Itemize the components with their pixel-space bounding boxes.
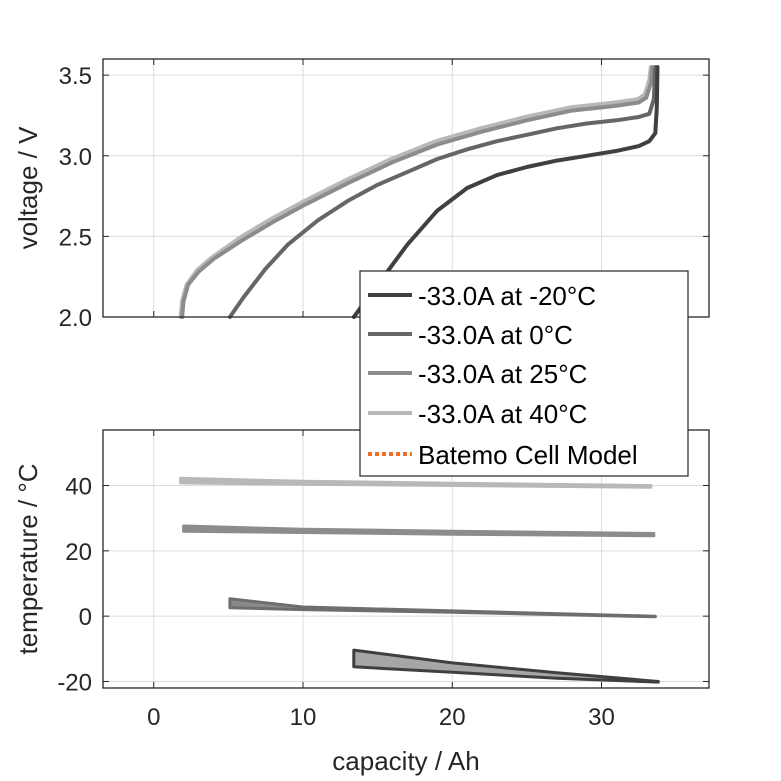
- temperature-series-band: [179, 476, 653, 489]
- legend-entry: -33.0A at -20°C: [368, 281, 596, 311]
- temperature-axes: 0 10 20 30 -20 0 20 40 temperature / °C capacit…: [13, 429, 710, 776]
- legend-label: -33.0A at -20°C: [418, 281, 596, 311]
- voltage-series: [178, 65, 660, 319]
- temperature-series: [179, 476, 660, 684]
- capacity-xlabel: capacity / Ah: [332, 746, 479, 776]
- legend-box: [359, 270, 689, 477]
- legend-label: Batemo Cell Model: [418, 440, 638, 470]
- temperature-series-band: [228, 597, 657, 619]
- y-tick-label: 3.0: [59, 144, 92, 171]
- legend-entry: -33.0A at 40°C: [368, 399, 587, 429]
- x-tick-label: 10: [290, 704, 317, 731]
- temperature-ticks: 0 10 20 30 -20 0 20 40: [57, 430, 709, 731]
- legend-entry: -33.0A at 0°C: [368, 320, 573, 350]
- legend-label: -33.0A at 40°C: [418, 399, 587, 429]
- legend-label: -33.0A at 25°C: [418, 359, 587, 389]
- x-tick-label: 0: [147, 704, 160, 731]
- voltage-series-line: [178, 65, 653, 319]
- voltage-series-line: [351, 65, 660, 319]
- legend-label: -33.0A at 0°C: [418, 320, 573, 350]
- legend-entry: Batemo Cell Model: [368, 440, 638, 470]
- temperature-series-band: [352, 648, 660, 684]
- voltage-series-line: [180, 65, 655, 319]
- temperature-series-band: [182, 524, 656, 538]
- y-tick-label: 2.0: [59, 305, 92, 332]
- temperature-ylabel: temperature / °C: [13, 463, 43, 654]
- x-tick-label: 20: [439, 704, 466, 731]
- voltage-ticks: 2.0 2.5 3.0 3.5: [59, 59, 709, 332]
- legend-entry: -33.0A at 25°C: [368, 359, 587, 389]
- legend: -33.0A at -20°C -33.0A at 0°C -33.0A at …: [359, 270, 689, 477]
- y-tick-label: -20: [57, 669, 92, 696]
- y-tick-label: 2.5: [59, 224, 92, 251]
- y-tick-label: 20: [65, 539, 92, 566]
- x-tick-label: 30: [588, 704, 615, 731]
- y-tick-label: 0: [79, 604, 92, 631]
- voltage-series-line: [227, 65, 658, 319]
- voltage-ylabel: voltage / V: [13, 126, 43, 250]
- y-tick-label: 3.5: [59, 63, 92, 90]
- y-tick-label: 40: [65, 474, 92, 501]
